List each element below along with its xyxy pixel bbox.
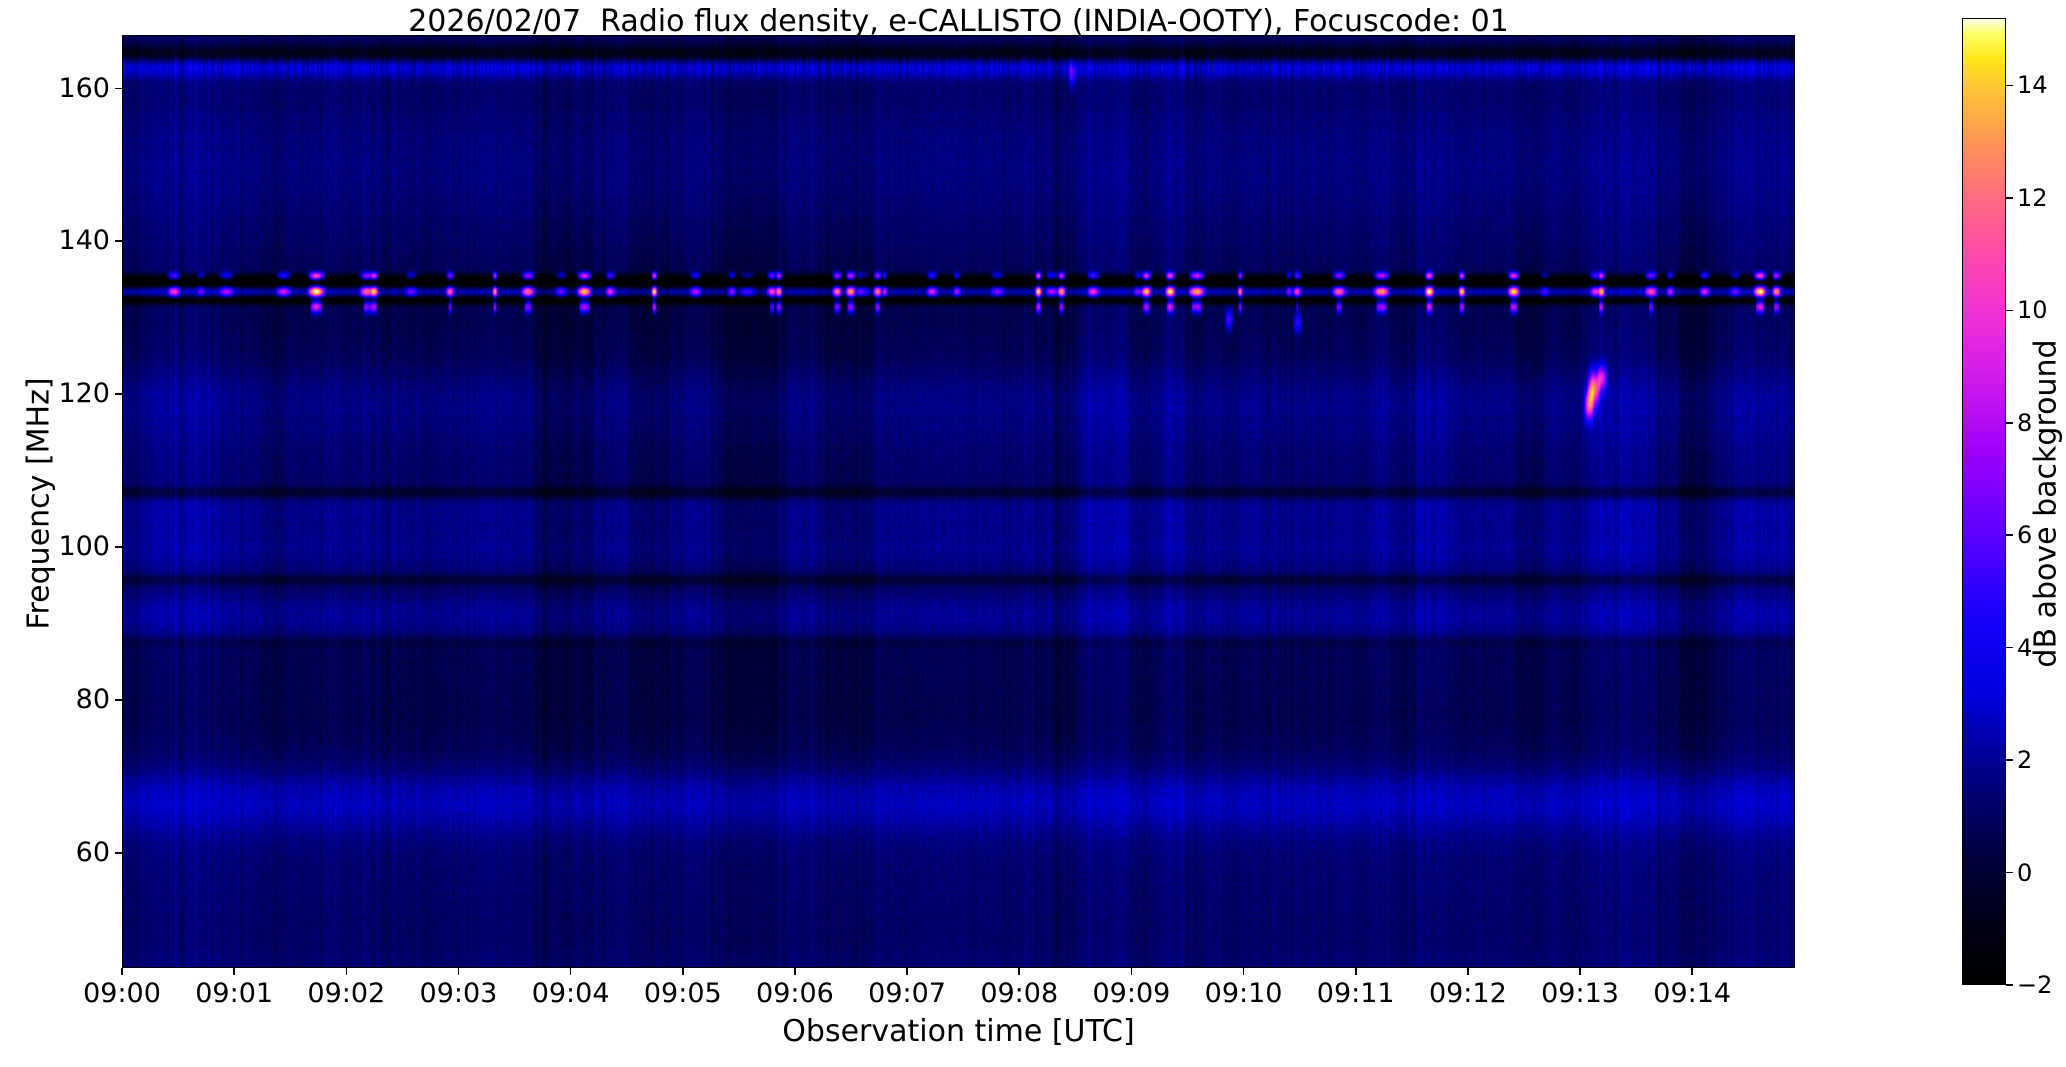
x-tick-label: 09:04 (531, 978, 610, 1009)
colorbar-axis: 14 12 10 8 6 4 2 0 −2 (2006, 18, 2066, 999)
colorbar-tick-mark (2006, 197, 2013, 199)
y-tick-mark (115, 699, 122, 701)
x-tick-label: 09:13 (1541, 978, 1619, 1009)
y-tick-label: 140 (58, 225, 110, 257)
y-tick-mark (115, 852, 122, 854)
x-tick-label: 09:11 (1316, 978, 1395, 1009)
x-tick-label: 09:06 (756, 978, 834, 1009)
y-tick-label: 100 (58, 531, 110, 563)
colorbar-tick-label: 8 (2017, 408, 2033, 437)
x-tick-mark (345, 968, 348, 975)
colorbar-tick-label: 6 (2017, 521, 2033, 550)
x-tick-mark (1691, 968, 1693, 975)
colorbar-tick-mark (2006, 759, 2013, 761)
x-tick-mark (569, 968, 572, 975)
colorbar-tick-label: −2 (2017, 971, 2053, 999)
colorbar-label: dB above background (2028, 339, 2064, 668)
colorbar-tick-label: 12 (2017, 183, 2048, 212)
page-title: 2026/02/07 Radio flux density, e-CALLIST… (408, 4, 1509, 39)
colorbar-tick-mark (2006, 309, 2013, 312)
y-tick-label: 160 (58, 72, 110, 104)
x-tick-label: 09:05 (643, 978, 722, 1009)
x-tick-mark (1242, 968, 1245, 975)
x-tick-label: 09:07 (868, 978, 946, 1009)
x-tick-mark (1018, 968, 1021, 975)
y-tick-label: 60 (75, 837, 110, 869)
spectrogram-image (123, 36, 1794, 967)
x-tick-mark (906, 968, 908, 975)
colorbar-tick-mark (2006, 871, 2013, 874)
x-tick-mark (121, 968, 123, 975)
y-axis: 160 140 120 100 80 60 (0, 0, 122, 1067)
spectrogram-plot-area[interactable] (122, 35, 1795, 968)
x-tick-label: 09:12 (1428, 978, 1507, 1009)
x-tick-mark (1579, 968, 1581, 975)
x-tick-label: 09:10 (1204, 978, 1283, 1009)
colorbar-tick-label: 0 (2017, 858, 2033, 887)
x-tick-label: 09:08 (980, 978, 1059, 1009)
colorbar[interactable] (1962, 18, 2006, 985)
x-tick-label: 09:09 (1092, 978, 1171, 1009)
x-tick-label: 09:01 (195, 978, 274, 1009)
x-tick-label: 09:14 (1653, 978, 1732, 1009)
colorbar-tick-mark (2006, 84, 2013, 87)
x-tick-mark (794, 968, 796, 975)
colorbar-tick-mark (2006, 984, 2013, 986)
x-axis-label: Observation time [UTC] (782, 1014, 1135, 1049)
y-axis-label: Frequency [MHz] (21, 377, 57, 630)
colorbar-gradient (1963, 19, 2005, 984)
colorbar-tick-label: 14 (2017, 71, 2048, 100)
x-tick-mark (1354, 968, 1357, 975)
y-tick-label: 120 (58, 378, 110, 410)
x-tick-mark (457, 968, 460, 975)
colorbar-tick-label: 2 (2017, 746, 2033, 775)
colorbar-tick-label: 4 (2017, 633, 2033, 662)
y-tick-mark (115, 240, 122, 243)
x-tick-mark (681, 968, 684, 975)
y-tick-mark (115, 87, 122, 90)
colorbar-tick-mark (2006, 646, 2013, 649)
y-tick-mark (115, 393, 122, 396)
x-tick-label: 09:03 (419, 978, 498, 1009)
colorbar-tick-label: 10 (2017, 296, 2048, 325)
x-tick-mark (233, 968, 235, 975)
y-tick-mark (115, 546, 122, 548)
colorbar-tick-mark (2006, 534, 2013, 537)
x-tick-label: 09:00 (83, 978, 161, 1009)
x-tick-mark (1467, 968, 1469, 975)
x-tick-label: 09:02 (307, 978, 386, 1009)
colorbar-tick-mark (2006, 421, 2013, 424)
y-tick-label: 80 (75, 684, 110, 716)
x-tick-mark (1130, 968, 1133, 975)
x-axis: 09:00 09:01 09:02 09:03 09:04 09:05 09:06 09:07… (0, 968, 2066, 1067)
